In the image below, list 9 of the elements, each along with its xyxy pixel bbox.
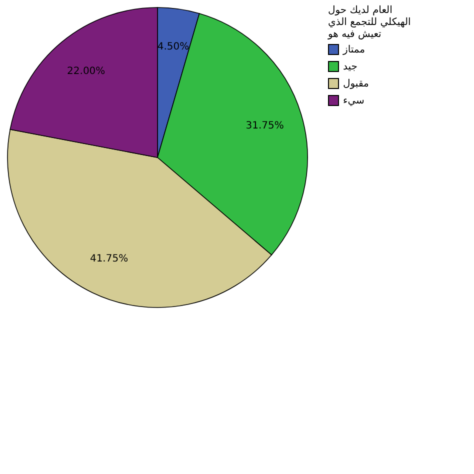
data-label: 41.75%: [90, 253, 128, 264]
legend-label: جيد: [343, 62, 358, 72]
data-label: 31.75%: [246, 120, 284, 132]
legend-title: العام لديك حول الهيكلي للتجمع الذي تعيش فيه هو: [327, 5, 411, 40]
data-label: 22.00%: [67, 66, 106, 78]
legend-label: سيء: [343, 96, 364, 106]
legend-label: ممتاز: [342, 44, 366, 56]
data-label: 4.50%: [157, 42, 190, 53]
legend-label: مقبول: [343, 78, 369, 90]
